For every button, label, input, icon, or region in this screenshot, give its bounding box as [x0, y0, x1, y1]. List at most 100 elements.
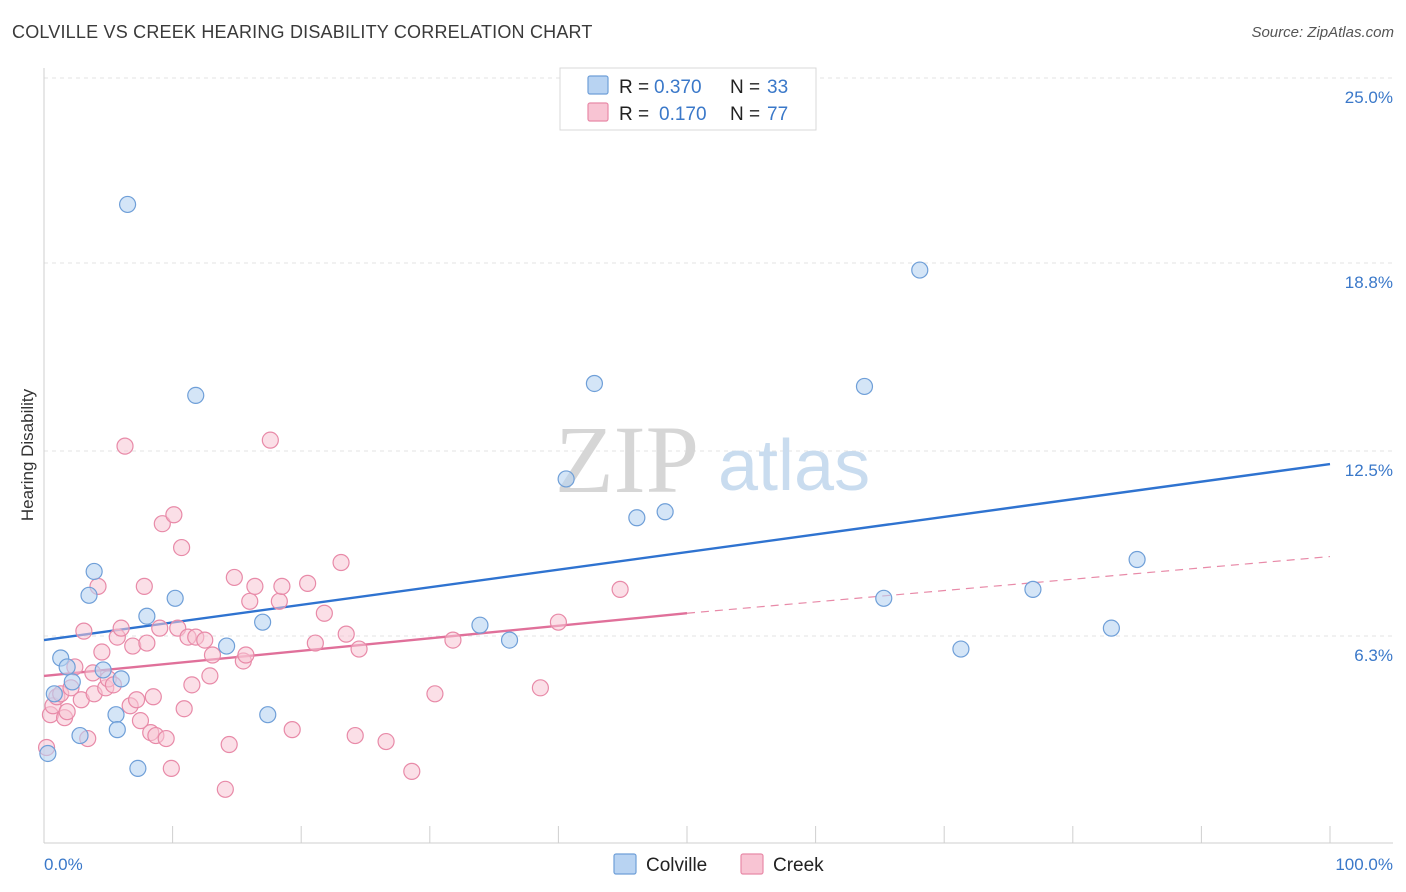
grid-lines [44, 77, 1393, 637]
colville-point [1102, 619, 1120, 637]
creek-point [144, 688, 162, 706]
colville-point [628, 509, 646, 527]
creek-point [273, 577, 291, 595]
legend-colville-r-label: R = [619, 77, 649, 98]
creek-point [127, 691, 146, 709]
correlation-legend: R = 0.370 N = 33 R = 0.170 N = 77 [559, 67, 817, 131]
colville-point [218, 637, 236, 655]
series-legend-label-colville: Colville [646, 855, 707, 876]
source-credit: Source: ZipAtlas.com [1251, 24, 1394, 41]
watermark-atlas: atlas [718, 426, 870, 506]
colville-trend-line [43, 462, 1331, 642]
colville-point [254, 613, 272, 631]
creek-point [346, 726, 364, 745]
creek-point [611, 580, 629, 598]
creek-point [75, 622, 93, 640]
y-tick-label: 25.0% [1345, 88, 1393, 107]
creek-point [246, 577, 264, 595]
creek-point [332, 553, 350, 572]
creek-point [196, 631, 214, 649]
colville-point [58, 658, 76, 676]
colville-point [166, 589, 184, 607]
legend-creek-n-label: N = [730, 104, 760, 125]
creek-point [201, 667, 219, 685]
y-tick-label: 12.5% [1345, 461, 1393, 480]
series-legend: Colville Creek [613, 853, 824, 876]
colville-point [952, 640, 970, 658]
colville-point [911, 261, 929, 279]
series-legend-swatch-creek [740, 853, 764, 875]
colville-point [138, 607, 156, 625]
creek-point [377, 732, 395, 751]
y-tick-label: 6.3% [1354, 646, 1393, 665]
creek-point [216, 780, 234, 798]
legend-colville-n-label: N = [730, 77, 760, 98]
creek-point [444, 631, 462, 649]
colville-points [39, 195, 1146, 778]
creek-point [157, 729, 175, 748]
chart-title: COLVILLE VS CREEK HEARING DISABILITY COR… [12, 22, 593, 42]
creek-point [112, 619, 130, 637]
series-legend-label-creek: Creek [773, 855, 824, 876]
x-tick-label-min: 0.0% [44, 855, 83, 874]
creek-point [225, 568, 243, 587]
creek-point [162, 759, 180, 778]
colville-point [129, 759, 147, 778]
colville-point [45, 685, 63, 703]
creek-point [531, 679, 549, 697]
colville-point [118, 195, 137, 214]
legend-colville-r-value: 0.370 [654, 77, 702, 98]
series-legend-swatch-colville [613, 853, 637, 875]
colville-point [85, 562, 103, 581]
x-tick-label-max: 100.0% [1335, 855, 1393, 874]
legend-creek-r-value: 0.170 [659, 104, 707, 125]
creek-point [220, 735, 238, 754]
creek-point [203, 646, 222, 664]
colville-point [108, 721, 126, 739]
creek-point [337, 625, 355, 643]
creek-point [237, 646, 255, 664]
legend-creek-r-label: R = [619, 104, 649, 125]
creek-point [58, 703, 76, 721]
colville-point [39, 744, 57, 763]
legend-creek-n-value: 77 [767, 104, 788, 125]
creek-point [124, 637, 142, 655]
y-tick-label: 18.8% [1345, 273, 1393, 292]
creek-point [135, 577, 153, 595]
colville-point [187, 386, 205, 404]
creek-points [37, 431, 629, 798]
creek-point [299, 574, 317, 592]
colville-point [1128, 550, 1146, 569]
creek-point [315, 604, 333, 622]
y-tick-labels: 6.3% 12.5% 18.8% 25.0% [1345, 88, 1393, 665]
y-axis-label: Hearing Disability [18, 388, 37, 521]
creek-point [183, 676, 201, 694]
colville-point [80, 586, 98, 604]
creek-point [261, 431, 279, 449]
colville-point [259, 706, 277, 724]
colville-point [656, 503, 674, 521]
creek-point [306, 634, 324, 652]
creek-point [549, 613, 568, 631]
colville-point [107, 706, 125, 724]
creek-point [283, 721, 301, 739]
watermark-zip: ZIP [555, 406, 699, 513]
colville-point [1024, 580, 1042, 598]
colville-point [500, 631, 519, 649]
colville-point [875, 589, 893, 607]
creek-point [173, 538, 191, 557]
x-axis-ticks [172, 826, 1331, 843]
colville-point [471, 616, 489, 634]
legend-swatch-colville [587, 75, 609, 95]
creek-point [241, 592, 259, 610]
creek-point [270, 592, 288, 610]
colville-point [94, 661, 112, 679]
creek-point [165, 506, 183, 524]
colville-point [855, 377, 874, 396]
creek-point [426, 685, 444, 703]
legend-colville-n-value: 33 [767, 77, 788, 98]
colville-point [71, 726, 89, 745]
colville-point [112, 670, 130, 688]
creek-point [93, 643, 111, 661]
